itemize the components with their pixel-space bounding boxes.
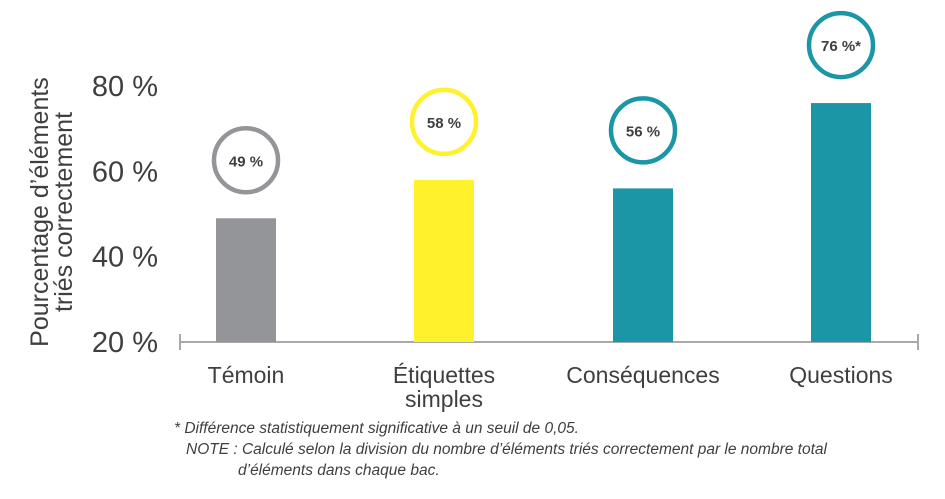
value-rings: 49 % 58 % 56 % 76 %*	[211, 10, 876, 195]
bars	[216, 103, 871, 342]
footnote-note-continued: d’éléments dans chaque bac.	[238, 462, 440, 479]
category-label: Étiquettes	[393, 362, 495, 388]
bar	[613, 188, 673, 342]
y-tick-label: 60 %	[92, 156, 158, 188]
y-tick-label: 80 %	[92, 71, 158, 103]
y-axis-ticks: 20 % 40 % 60 % 80 %	[92, 71, 158, 359]
footnote-note: NOTE : Calculé selon la division du nomb…	[186, 441, 827, 458]
bar	[414, 179, 474, 342]
bar	[216, 218, 276, 342]
value-ring	[409, 87, 479, 157]
value-ring	[806, 10, 876, 80]
data-label: 56 %	[626, 123, 660, 140]
value-ring	[608, 96, 678, 165]
value-ring	[211, 126, 281, 195]
footnote-significance: * Différence statistiquement significati…	[174, 420, 579, 437]
bar	[811, 103, 871, 342]
y-axis-title-line-2: triés correctement	[50, 112, 78, 312]
data-label: 58 %	[427, 115, 461, 132]
x-axis	[179, 334, 919, 350]
data-label: 49 %	[229, 153, 263, 170]
y-tick-label: 20 %	[92, 327, 158, 359]
y-tick-label: 40 %	[92, 242, 158, 274]
category-label: Témoin	[208, 362, 285, 388]
footnotes: * Différence statistiquement significati…	[174, 418, 934, 481]
category-label: Conséquences	[566, 362, 719, 388]
category-label: Questions	[789, 362, 893, 388]
category-label: simples	[405, 386, 483, 412]
data-label: 76 %*	[821, 38, 861, 55]
y-axis-title-line-1: Pourcentage d’éléments	[26, 77, 54, 347]
